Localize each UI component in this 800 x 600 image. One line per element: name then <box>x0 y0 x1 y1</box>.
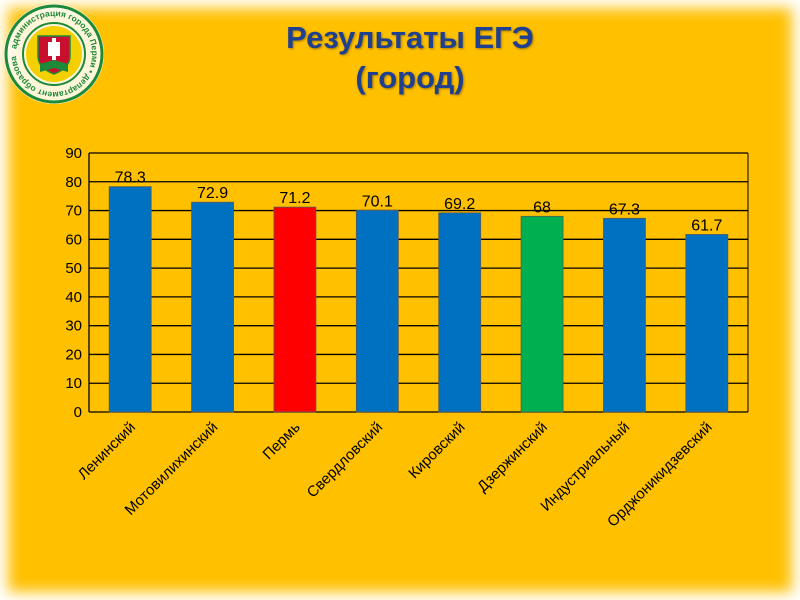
bar-8 <box>685 234 729 413</box>
bar-7 <box>603 217 646 413</box>
category-label: Пермь <box>260 419 304 463</box>
data-label: 61.7 <box>691 217 722 234</box>
bar-6 <box>520 215 564 413</box>
bar-5 <box>438 212 482 413</box>
data-label: 70.1 <box>362 193 393 210</box>
data-label: 71.2 <box>279 190 310 207</box>
y-tick-label: 0 <box>74 404 82 421</box>
data-label: 68 <box>533 199 551 216</box>
bar-layer <box>108 186 729 413</box>
title-line-1: Результаты ЕГЭ <box>286 20 534 55</box>
y-tick-label: 90 <box>65 145 82 162</box>
data-label: 67.3 <box>609 201 640 218</box>
bar-2 <box>191 201 234 413</box>
data-label: 78.3 <box>115 170 146 187</box>
slide-title: Результаты ЕГЭ (город) <box>200 18 620 98</box>
bar-3 <box>273 206 317 413</box>
department-logo: администрация города Перми • департамент… <box>2 2 104 104</box>
y-tick-label: 80 <box>65 174 82 191</box>
bar-1 <box>108 186 152 413</box>
y-tick-label: 30 <box>65 318 82 335</box>
y-tick-label: 10 <box>65 375 82 392</box>
category-label: Свердловский <box>304 419 386 501</box>
category-label: Дзержинский <box>474 419 551 496</box>
category-label: Индустриальный <box>537 419 633 515</box>
data-label: 72.9 <box>197 185 228 202</box>
category-label: Кировский <box>405 419 468 482</box>
y-tick-label: 40 <box>65 289 82 306</box>
category-label: Мотовилихинский <box>122 419 222 519</box>
data-label: 69.2 <box>444 196 475 213</box>
y-tick-label: 50 <box>65 260 82 277</box>
y-tick-label: 70 <box>65 203 82 220</box>
bar-4 <box>355 209 399 413</box>
y-tick-label: 20 <box>65 346 82 363</box>
y-tick-label: 60 <box>65 231 82 248</box>
title-line-2: (город) <box>355 60 465 95</box>
category-label: Ленинский <box>75 419 139 483</box>
